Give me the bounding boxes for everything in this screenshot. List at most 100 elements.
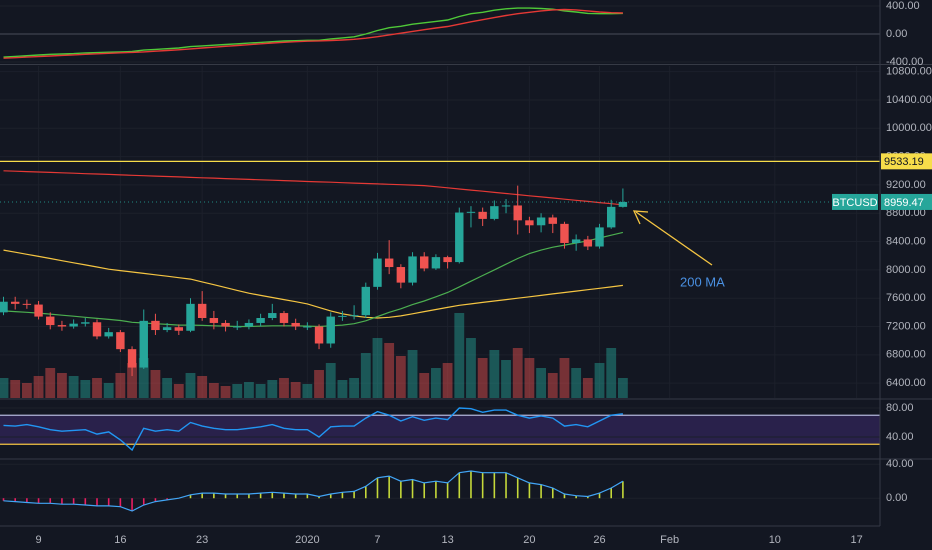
y-tick-label: 10400.00 [886, 94, 932, 106]
candle-body [571, 239, 581, 243]
series-line [3, 8, 623, 59]
volume-bar [559, 358, 570, 398]
series-line [3, 407, 623, 452]
y-tick-label: 7600.00 [886, 292, 926, 304]
candle-body [431, 257, 441, 269]
candle-body [279, 313, 289, 323]
candle-body [197, 303, 207, 319]
y-tick-label: 0.00 [886, 28, 907, 40]
y-tick-label: 8800.00 [886, 207, 926, 219]
y-tick-label: 8400.00 [886, 235, 926, 247]
price-badge [881, 153, 932, 170]
volume-bar [594, 363, 605, 398]
candle-body [326, 316, 335, 344]
candle-body [303, 326, 312, 328]
volume-bar [255, 384, 266, 398]
candle-body [221, 322, 230, 327]
volume-bar [477, 358, 488, 398]
volume-bar [349, 378, 360, 398]
volume-bar [162, 378, 173, 398]
candle-body [443, 257, 452, 263]
x-tick-label: 26 [593, 534, 605, 546]
volume-bar [337, 380, 348, 398]
y-tick-label: 10800.00 [886, 66, 932, 78]
volume-bar [536, 368, 546, 398]
volume-bar [372, 338, 383, 398]
histogram-line [3, 470, 624, 512]
candle-body [256, 318, 265, 323]
volume-bar [524, 358, 535, 398]
plot [0, 5, 880, 512]
candle-body [490, 206, 499, 219]
band-fill [0, 415, 880, 445]
annotation-arrow [635, 211, 713, 266]
candle-body [513, 205, 522, 221]
x-tick-label: 2020 [295, 534, 319, 546]
candle-body [420, 256, 429, 269]
candle-body [338, 315, 347, 317]
candle-body [560, 223, 569, 243]
y-tick-label: 6400.00 [886, 377, 926, 389]
volume-bar [244, 382, 254, 398]
y-tick-label: 7200.00 [886, 320, 926, 332]
candle-body [396, 267, 406, 283]
candle-body [174, 327, 184, 331]
volume-bar [103, 383, 114, 398]
volume-bar [220, 386, 231, 398]
candle-body [466, 211, 476, 213]
volume-bar [454, 313, 465, 398]
candle-body [127, 349, 137, 368]
annotation: 200 MA [680, 274, 725, 289]
y-tick-label: 9200.00 [886, 179, 926, 191]
candle-body [607, 206, 616, 228]
volume-bar [466, 338, 476, 398]
volume-bar [21, 383, 32, 398]
candle-body [373, 258, 382, 287]
candle-body [455, 212, 464, 263]
volume-bar [127, 363, 137, 398]
x-tick-label: 17 [851, 534, 863, 546]
volume-bar [208, 383, 219, 398]
x-tick-label: 7 [374, 534, 380, 546]
volume-bar [57, 373, 67, 398]
candle-body [291, 322, 300, 327]
volume-bar [45, 368, 56, 398]
volume-bar [325, 363, 336, 398]
candle-body [69, 323, 78, 327]
y-tick-label: -400.00 [886, 56, 923, 68]
candle-body [583, 239, 593, 247]
volume-bar [185, 373, 196, 398]
candle-body [209, 318, 219, 323]
x-tick-label: 9 [36, 534, 42, 546]
candle-body [151, 320, 160, 331]
volume-bar [33, 376, 44, 398]
candle-body [595, 227, 604, 247]
volume-bar [419, 373, 430, 398]
volume-bar [384, 343, 395, 398]
volume-bar [92, 378, 102, 398]
volume-bar [115, 373, 126, 398]
volume-bar [10, 380, 21, 398]
candle-body [525, 220, 534, 226]
volume-bar [431, 368, 441, 398]
candle-body [92, 322, 102, 337]
y-tick-label: 40.00 [886, 458, 914, 470]
candle-body [46, 316, 55, 326]
volume-bar [173, 384, 184, 398]
candle-body [0, 301, 8, 313]
volume-bar [197, 376, 208, 398]
y-tick-label: 10000.00 [886, 122, 932, 134]
x-tick-label: Feb [660, 534, 679, 546]
y-tick-label: 40.00 [886, 431, 914, 443]
candle-body [408, 256, 417, 283]
y-tick-label: 8000.00 [886, 264, 926, 276]
candle-body [548, 217, 557, 224]
candle-body [618, 201, 628, 207]
candle-body [233, 326, 242, 328]
candle-body [104, 332, 113, 337]
price-badge-label: 8959.47 [884, 197, 924, 209]
volume-bar [68, 376, 79, 398]
volume-bar [267, 380, 278, 398]
